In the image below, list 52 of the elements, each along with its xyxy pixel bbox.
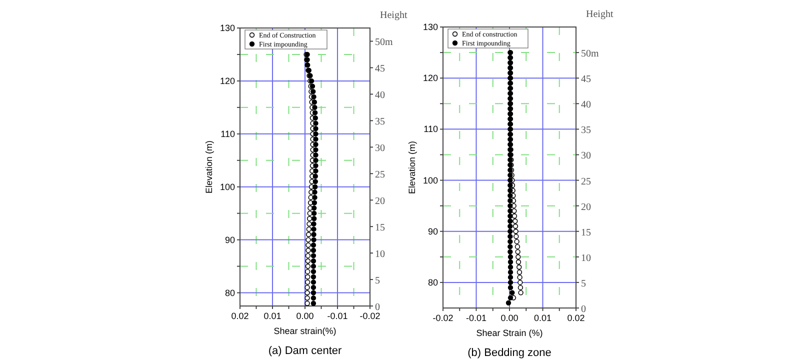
y-tick-label: 130 [422, 22, 438, 32]
y-axis-title: Elevation (m) [204, 140, 214, 194]
y2-tick-label: 40 [375, 90, 385, 102]
y2-tick-label: 25 [375, 170, 385, 181]
x-tick-label: 0.01 [534, 313, 552, 323]
y2-tick-label: 0 [581, 304, 586, 315]
x-tick-label: 0.00 [296, 311, 314, 321]
text: (a) Dam center [268, 345, 342, 357]
y-tick-label: 110 [424, 124, 438, 134]
y-tick-label: 120 [422, 73, 438, 84]
y-tick-label: 110 [220, 128, 235, 139]
y2-tick-label: 30 [375, 143, 385, 154]
y-tick-label: 100 [422, 175, 438, 186]
y2-tick-label: 20 [375, 196, 385, 208]
y2-axis-title: Height [586, 9, 614, 20]
y-tick-label: 80 [224, 288, 235, 298]
y-axis-title: Elevation (m) [407, 140, 417, 194]
y2-tick-label: 35 [581, 125, 591, 136]
y2-tick-label: 45 [581, 74, 591, 86]
y2-tick-label: 5 [375, 276, 380, 287]
y2-tick-label: 10 [375, 249, 385, 260]
y-tick-label: 120 [220, 76, 235, 86]
y2-tick-label: 5 [581, 278, 586, 290]
y-tick-label: 90 [224, 234, 235, 245]
x-tick-label: -0.01 [466, 313, 487, 323]
x-tick-label: -0.02 [432, 313, 454, 323]
x-tick-label: -0.02 [360, 311, 380, 321]
x-tick-label: 0.02 [231, 311, 249, 321]
x-tick-label: 0.01 [264, 311, 282, 321]
y2-axis-title: Height [380, 10, 408, 21]
y2-tick-label: 20 [581, 202, 591, 213]
y2-tick-label: 15 [581, 227, 591, 238]
x-axis-title: Shear Strain (%) [476, 328, 543, 338]
y-tick-label: 130 [220, 23, 235, 33]
y-tick-label: 90 [428, 226, 438, 236]
y2-tick-label: 35 [375, 116, 385, 128]
y-tick-label: 100 [220, 182, 235, 192]
y-tick-label: 80 [428, 277, 438, 288]
y2-tick-label: 0 [375, 302, 380, 313]
x-tick-label: -0.01 [327, 311, 348, 321]
text: (b) Bedding zone [468, 347, 552, 359]
y2-tick-label: 45 [375, 64, 385, 75]
y2-tick-label: 10 [581, 252, 591, 264]
y2-tick-label: 50m [375, 37, 393, 48]
x-axis-title: Shear strain(%) [274, 326, 336, 336]
y2-tick-label: 15 [375, 222, 385, 234]
y2-tick-label: 30 [581, 150, 591, 162]
x-tick-label: 0.00 [500, 313, 518, 323]
x-tick-label: 0.02 [567, 313, 585, 323]
y2-tick-label: 25 [581, 176, 591, 188]
y2-tick-label: 50m [581, 48, 599, 60]
y2-tick-label: 40 [581, 100, 591, 111]
